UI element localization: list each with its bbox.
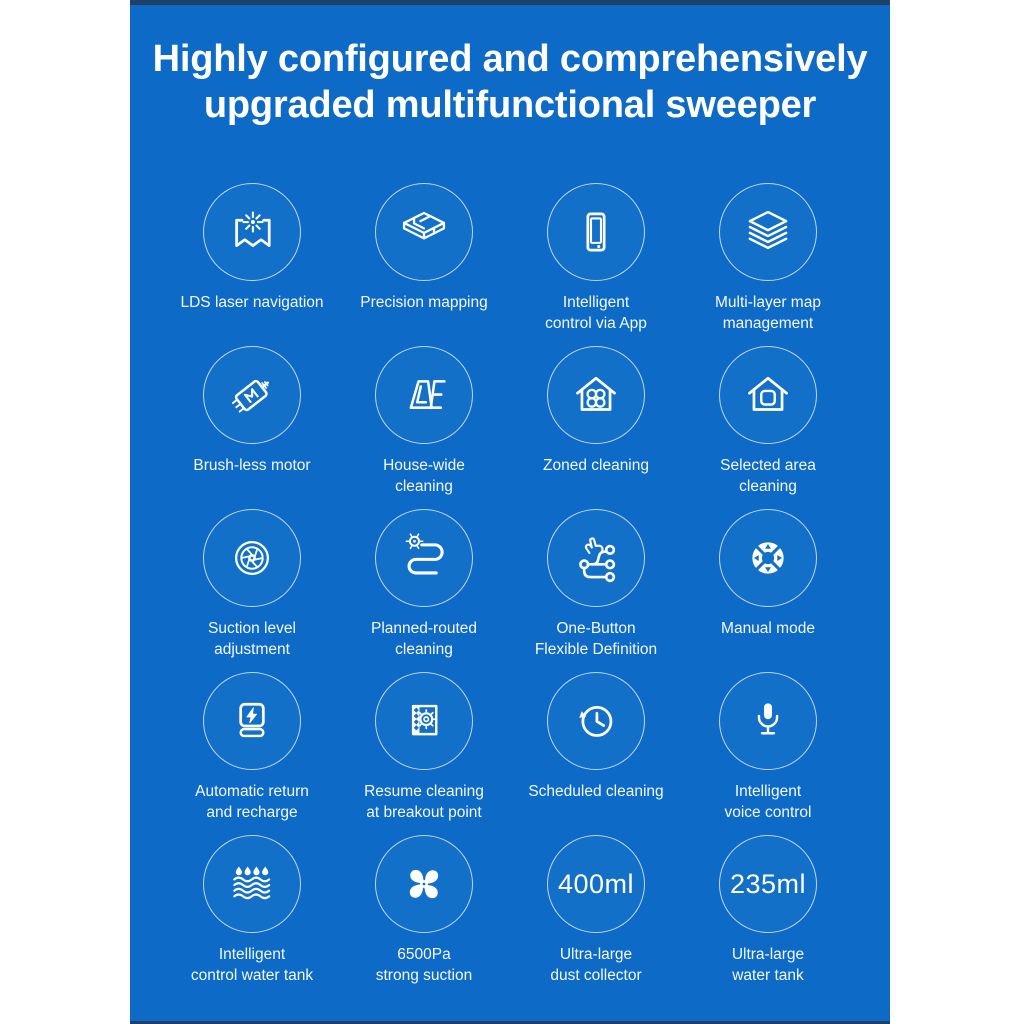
zoned-house-icon — [576, 376, 616, 411]
stacked-layers-icon — [748, 210, 788, 250]
feature-label: Resume cleaning at breakout point — [364, 783, 484, 821]
feature-strong-suction: 6500Pa strong suction — [338, 835, 510, 998]
feature-selected-area-cleaning: Selected area cleaning — [682, 346, 854, 509]
poster-title: Highly configured and comprehensively up… — [130, 36, 890, 128]
feature-label: Ultra-large dust collector — [550, 946, 642, 984]
dpad-icon — [752, 542, 784, 574]
feature-circle — [375, 835, 473, 933]
feature-scheduled-cleaning: Scheduled cleaning — [510, 672, 682, 835]
precision-mapping-icon — [402, 211, 446, 240]
feature-circle — [203, 509, 301, 607]
feature-resume-cleaning: Resume cleaning at breakout point — [338, 672, 510, 835]
feature-circle — [375, 672, 473, 770]
feature-label: Scheduled cleaning — [528, 783, 664, 800]
feature-water-tank-capacity: 235ml Ultra-large water tank — [682, 835, 854, 998]
feature-brushless-motor: Brush-less motor — [166, 346, 338, 509]
right-margin — [890, 0, 1024, 1024]
feature-circle — [719, 183, 817, 281]
feature-house-wide-cleaning: House-wide cleaning — [338, 346, 510, 509]
product-feature-poster: Highly configured and comprehensively up… — [130, 0, 890, 1024]
bottom-edge-strip — [130, 1021, 890, 1024]
feature-label: Zoned cleaning — [543, 457, 649, 474]
house-wide-icon — [409, 380, 446, 409]
selected-area-house-icon — [748, 376, 788, 411]
feature-label: Multi-layer map management — [715, 294, 821, 332]
feature-circle — [375, 346, 473, 444]
feature-planned-route: Planned-routed cleaning — [338, 509, 510, 672]
feature-label: LDS laser navigation — [180, 294, 324, 311]
feature-dust-collector: 400ml Ultra-large dust collector — [510, 835, 682, 998]
feature-app-control: Intelligent control via App — [510, 183, 682, 346]
feature-multi-layer-map: Multi-layer map management — [682, 183, 854, 346]
title-line-2: upgraded multifunctional sweeper — [203, 84, 817, 126]
feature-zoned-cleaning: Zoned cleaning — [510, 346, 682, 509]
feature-suction-level: Suction level adjustment — [166, 509, 338, 672]
charging-dock-icon — [239, 702, 265, 738]
feature-circle — [719, 509, 817, 607]
feature-label: Precision mapping — [360, 294, 488, 311]
aperture-fan-icon — [235, 541, 269, 575]
feature-label: One-Button Flexible Definition — [534, 620, 658, 658]
feature-label: Ultra-large water tank — [731, 946, 805, 984]
feature-circle — [547, 672, 645, 770]
feature-label: Intelligent control via App — [545, 294, 647, 332]
feature-label: Intelligent control water tank — [190, 946, 314, 984]
resume-point-icon — [411, 704, 438, 736]
feature-circle — [375, 183, 473, 281]
feature-label: Brush-less motor — [193, 457, 311, 474]
feature-one-button-definition: One-Button Flexible Definition — [510, 509, 682, 672]
feature-circle — [203, 672, 301, 770]
feature-circle — [203, 183, 301, 281]
feature-label: Suction level adjustment — [208, 620, 296, 658]
feature-label: Automatic return and recharge — [195, 783, 309, 821]
left-margin — [0, 0, 130, 1024]
capacity-value: 400ml — [557, 868, 635, 899]
feature-label: Planned-routed cleaning — [371, 620, 477, 658]
feature-circle — [203, 346, 301, 444]
microphone-icon — [757, 703, 779, 735]
feature-label: House-wide cleaning — [383, 457, 465, 495]
feature-circle: 235ml — [719, 835, 817, 933]
feature-lds-laser-navigation: LDS laser navigation — [166, 183, 338, 346]
feature-circle — [375, 509, 473, 607]
feature-circle — [547, 509, 645, 607]
feature-circle — [547, 183, 645, 281]
route-path-icon — [405, 533, 444, 575]
feature-circle — [719, 346, 817, 444]
feature-circle — [719, 672, 817, 770]
feature-auto-recharge: Automatic return and recharge — [166, 672, 338, 835]
top-edge-strip — [130, 0, 890, 5]
clock-history-icon — [579, 706, 613, 737]
feature-label: Selected area cleaning — [720, 457, 816, 495]
fan-blades-icon — [409, 869, 439, 899]
feature-label: Intelligent voice control — [724, 783, 812, 821]
feature-circle: 400ml — [547, 835, 645, 933]
features-grid: LDS laser navigation Precision mapping — [166, 183, 854, 998]
feature-voice-control: Intelligent voice control — [682, 672, 854, 835]
smartphone-icon — [586, 212, 606, 252]
feature-circle — [203, 835, 301, 933]
feature-manual-mode: Manual mode — [682, 509, 854, 672]
water-drops-waves-icon — [233, 866, 271, 900]
feature-label: Manual mode — [721, 620, 815, 637]
feature-label: 6500Pa strong suction — [375, 946, 473, 984]
feature-precision-mapping: Precision mapping — [338, 183, 510, 346]
feature-circle — [547, 346, 645, 444]
feature-water-tank-control: Intelligent control water tank — [166, 835, 338, 998]
title-line-1: Highly configured and comprehensively — [152, 38, 868, 80]
capacity-value: 235ml — [729, 868, 807, 899]
touch-branch-icon — [579, 537, 616, 583]
motor-icon — [231, 379, 269, 413]
lds-laser-navigation-icon — [235, 211, 271, 247]
